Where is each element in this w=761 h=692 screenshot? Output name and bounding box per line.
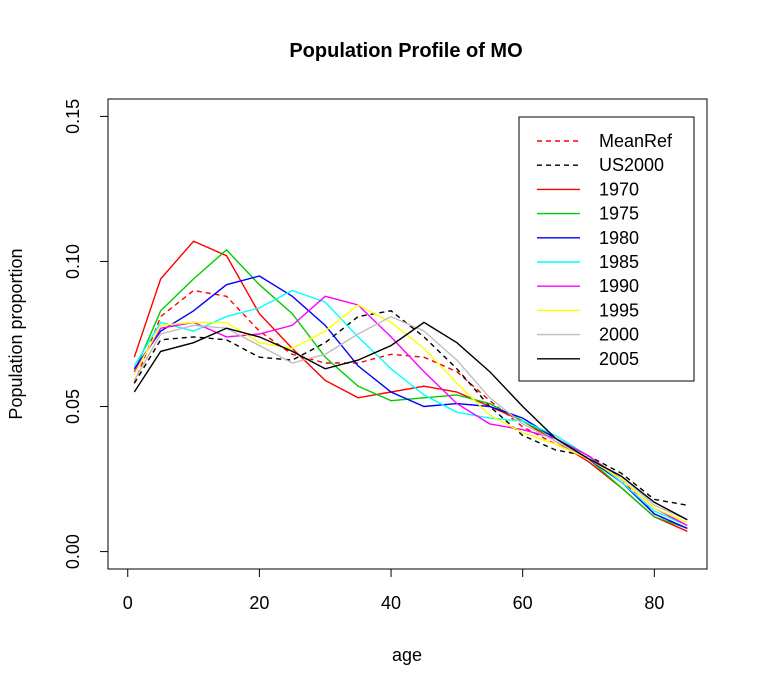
legend-label-2005: 2005: [599, 349, 639, 369]
legend-label-meanref: MeanRef: [599, 131, 673, 151]
legend: MeanRef US2000 1970 1975 1980 1985 1990 1995 200…: [518, 116, 695, 382]
legend-label-1995: 1995: [599, 300, 639, 320]
legend-box: [518, 116, 695, 382]
x-tick-label: 40: [381, 593, 401, 613]
x-axis: 0 20 40 60 80: [123, 568, 664, 613]
series-line-us2000: [133, 310, 688, 506]
y-axis: 0.00 0.05 0.10 0.15: [63, 99, 109, 569]
y-axis-label: Population proportion: [6, 248, 26, 419]
series-line-1990: [133, 295, 688, 527]
x-tick-label: 0: [123, 593, 133, 613]
legend-label-2000: 2000: [599, 325, 639, 345]
x-tick-label: 20: [249, 593, 269, 613]
chart-title: Population Profile of MO: [289, 40, 522, 62]
legend-label-us2000: US2000: [599, 155, 664, 175]
x-tick-label: 60: [513, 593, 533, 613]
y-tick-label: 0.10: [63, 244, 83, 279]
series-layer: [133, 240, 688, 532]
legend-label-1980: 1980: [599, 228, 639, 248]
legend-label-1990: 1990: [599, 276, 639, 296]
x-tick-label: 80: [644, 593, 664, 613]
y-tick-label: 0.05: [63, 389, 83, 424]
y-tick-label: 0.15: [63, 99, 83, 134]
x-axis-label: age: [392, 645, 422, 665]
y-tick-label: 0.00: [63, 534, 83, 569]
legend-label-1970: 1970: [599, 179, 639, 199]
legend-label-1985: 1985: [599, 252, 639, 272]
series-line-1970: [133, 240, 688, 532]
series-line-2005: [133, 321, 688, 521]
legend-label-1975: 1975: [599, 204, 639, 224]
